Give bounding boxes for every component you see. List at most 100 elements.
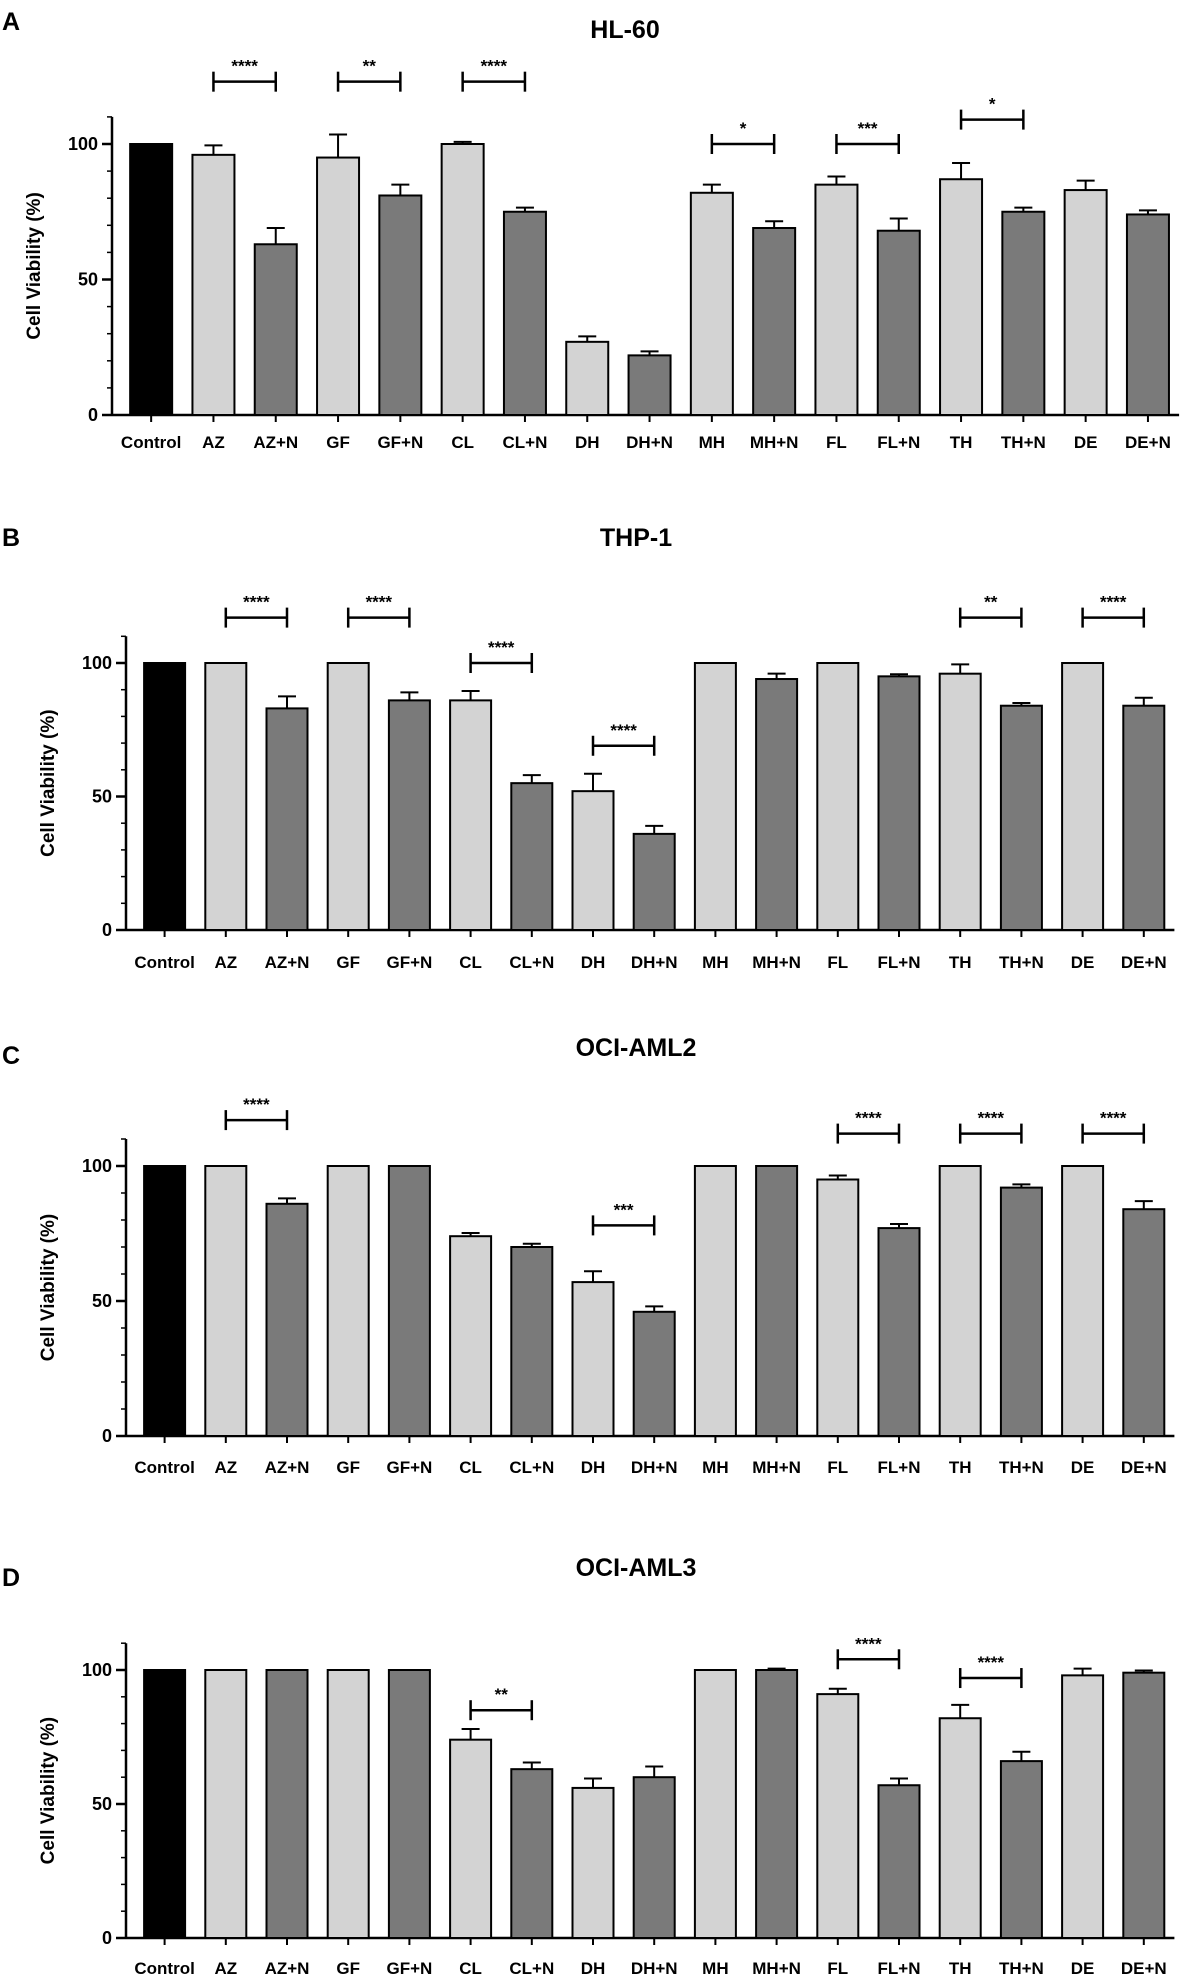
bar-de: [1061, 1674, 1105, 1939]
bar-de-plus-n: [1122, 704, 1166, 931]
bar-az: [204, 1669, 248, 1939]
bar-gf: [326, 662, 370, 931]
chart-title: THP-1: [600, 524, 672, 552]
bar-dh-plus-n: [627, 354, 672, 417]
significance-label: **: [363, 57, 377, 76]
chart-title: OCI-AML3: [576, 1554, 697, 1582]
x-tick-label: GF+N: [386, 1959, 432, 1978]
x-tick-label: MH+N: [752, 1458, 801, 1477]
y-axis-label: Cell Viability (%): [38, 709, 59, 856]
x-tick-label: AZ: [214, 1959, 237, 1978]
x-tick-label: MH: [699, 433, 725, 452]
chart-title: OCI-AML2: [576, 1034, 697, 1062]
bar-mh-plus-n: [755, 1165, 799, 1437]
panel-letter: B: [2, 524, 20, 552]
bar-cl: [449, 1235, 493, 1437]
x-tick-label: AZ: [214, 1458, 237, 1477]
x-tick-label: TH: [950, 433, 973, 452]
significance-label: ****: [488, 638, 515, 657]
x-tick-label: TH: [949, 953, 972, 972]
x-tick-label: DE: [1071, 1458, 1095, 1477]
y-tick-label: 50: [78, 270, 98, 290]
significance-label: ****: [855, 1109, 882, 1128]
y-axis-label: Cell Viability (%): [24, 192, 45, 339]
bar-fl: [816, 662, 860, 931]
bar-th-plus-n: [1001, 210, 1046, 416]
bar-az-plus-n: [265, 1669, 309, 1939]
x-tick-label: GF+N: [377, 433, 423, 452]
x-tick-label: AZ+N: [253, 433, 298, 452]
bar-cl-plus-n: [510, 1246, 554, 1437]
bar-az: [204, 662, 248, 931]
x-tick-label: CL+N: [509, 1959, 554, 1978]
bar-gf: [326, 1165, 370, 1437]
x-tick-label: CL+N: [503, 433, 548, 452]
bar-mh-plus-n: [752, 227, 797, 416]
x-tick-label: DE+N: [1125, 433, 1171, 452]
x-tick-label: FL+N: [878, 953, 921, 972]
bar-th-plus-n: [999, 1186, 1043, 1437]
x-tick-label: DH: [575, 433, 600, 452]
x-tick-label: GF: [326, 433, 350, 452]
y-tick-label: 50: [92, 787, 112, 807]
significance-label: ****: [610, 721, 637, 740]
bar-dh: [571, 790, 615, 931]
bar-dh-plus-n: [632, 1776, 676, 1939]
significance-label: *: [740, 119, 747, 138]
x-tick-label: GF+N: [386, 1458, 432, 1477]
x-tick-label: DE+N: [1121, 953, 1167, 972]
x-tick-label: DH: [581, 1959, 606, 1978]
x-tick-label: DE+N: [1121, 1458, 1167, 1477]
x-tick-label: AZ+N: [265, 1458, 310, 1477]
significance-label: ****: [978, 1109, 1005, 1128]
bar-gf: [326, 1669, 370, 1939]
significance-label: ****: [1100, 593, 1127, 612]
significance-label: ****: [1100, 1109, 1127, 1128]
bar-mh: [693, 1669, 737, 1939]
bar-gf-plus-n: [387, 1669, 431, 1939]
bar-az-plus-n: [265, 1202, 309, 1438]
y-tick-label: 0: [88, 405, 98, 425]
bar-mh-plus-n: [755, 1669, 799, 1939]
bar-fl: [816, 1178, 860, 1437]
chart-panel-a: A HL-60 Cell Viability (%) 0 50 100 Control AZ A…: [2, 8, 1180, 452]
bar-de-plus-n: [1122, 1208, 1166, 1437]
bar-az: [191, 153, 236, 416]
y-tick-label: 50: [92, 1794, 112, 1814]
bar-th: [938, 1717, 982, 1939]
bar-mh: [693, 662, 737, 931]
bar-th-plus-n: [999, 1760, 1043, 1939]
chart-title: HL-60: [590, 16, 659, 44]
chart-panel-d: D OCI-AML3 Cell Viability (%) 0 50 100 Control…: [2, 1554, 1175, 1978]
x-tick-label: TH: [949, 1959, 972, 1978]
x-tick-label: FL+N: [878, 1458, 921, 1477]
x-tick-label: CL+N: [509, 953, 554, 972]
x-tick-label: DE: [1074, 433, 1098, 452]
bar-az: [204, 1165, 248, 1437]
x-tick-label: FL: [827, 1458, 848, 1477]
panel-letter: C: [2, 1042, 20, 1070]
x-tick-label: DE: [1071, 953, 1095, 972]
bar-th: [938, 1165, 982, 1437]
y-tick-label: 0: [102, 920, 112, 940]
y-tick-label: 100: [68, 134, 98, 154]
x-tick-label: Control: [134, 1959, 194, 1978]
x-tick-label: CL: [451, 433, 474, 452]
chart-panel-c: C OCI-AML2 Cell Viability (%) 0 50 100 Control…: [2, 1034, 1175, 1477]
bar-mh-plus-n: [755, 678, 799, 932]
x-tick-label: CL: [459, 953, 482, 972]
x-tick-label: DE+N: [1121, 1959, 1167, 1978]
bar-dh: [565, 340, 610, 416]
bar-th: [939, 178, 984, 416]
bar-dh-plus-n: [632, 832, 676, 932]
y-tick-label: 100: [82, 653, 112, 673]
x-tick-label: FL: [827, 953, 848, 972]
significance-label: ****: [366, 593, 393, 612]
x-tick-label: FL: [827, 1959, 848, 1978]
x-tick-label: DH+N: [631, 1959, 678, 1978]
bar-dh: [571, 1281, 615, 1437]
panel-letter: D: [2, 1564, 20, 1592]
x-tick-label: Control: [134, 1458, 194, 1477]
x-tick-label: MH+N: [752, 1959, 801, 1978]
